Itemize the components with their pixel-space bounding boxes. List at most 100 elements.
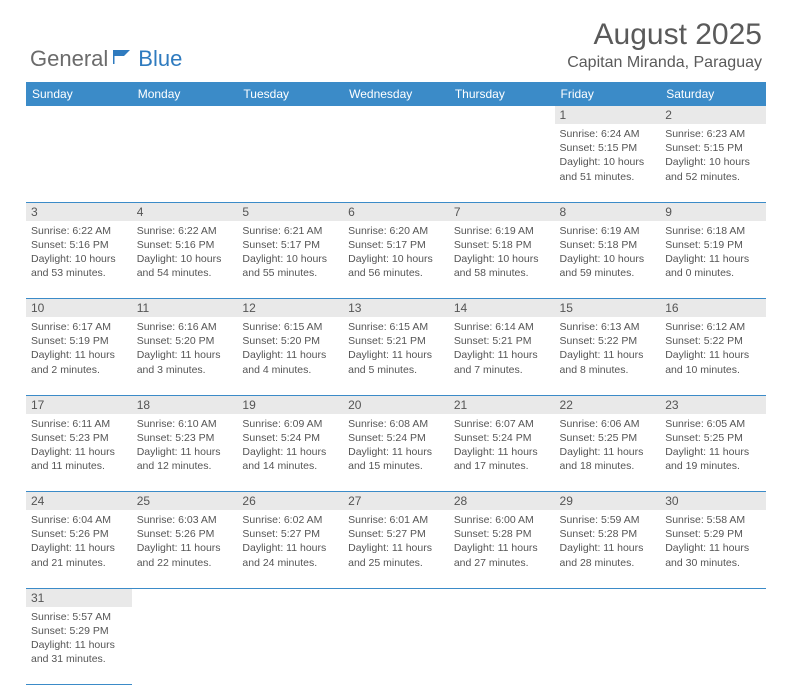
week-5-content-row: Sunrise: 6:04 AMSunset: 5:26 PMDaylight:… [26, 510, 766, 588]
daycell-lines: Sunrise: 6:15 AMSunset: 5:20 PMDaylight:… [242, 320, 338, 377]
daynum-7: 7 [449, 202, 555, 221]
daycell-lines: Sunrise: 6:00 AMSunset: 5:28 PMDaylight:… [454, 513, 550, 570]
daycell-18: Sunrise: 6:10 AMSunset: 5:23 PMDaylight:… [132, 414, 238, 492]
sunset-line: Sunset: 5:19 PM [665, 238, 761, 252]
daycell-13: Sunrise: 6:15 AMSunset: 5:21 PMDaylight:… [343, 317, 449, 395]
daycell-17: Sunrise: 6:11 AMSunset: 5:23 PMDaylight:… [26, 414, 132, 492]
daycell-lines: Sunrise: 6:02 AMSunset: 5:27 PMDaylight:… [242, 513, 338, 570]
sunrise-line: Sunrise: 6:12 AM [665, 320, 761, 334]
daycell-lines: Sunrise: 6:08 AMSunset: 5:24 PMDaylight:… [348, 417, 444, 474]
sunrise-line: Sunrise: 6:15 AM [242, 320, 338, 334]
empty-content-cell [343, 607, 449, 685]
logo-flag-icon [112, 48, 134, 71]
daycell-lines: Sunrise: 6:09 AMSunset: 5:24 PMDaylight:… [242, 417, 338, 474]
daylight-line: Daylight: 11 hours and 14 minutes. [242, 445, 338, 473]
daycell-15: Sunrise: 6:13 AMSunset: 5:22 PMDaylight:… [555, 317, 661, 395]
daynum-28: 28 [449, 492, 555, 511]
empty-daynum-cell [237, 588, 343, 607]
sunrise-line: Sunrise: 6:05 AM [665, 417, 761, 431]
daycell-11: Sunrise: 6:16 AMSunset: 5:20 PMDaylight:… [132, 317, 238, 395]
daylight-line: Daylight: 10 hours and 54 minutes. [137, 252, 233, 280]
daycell-lines: Sunrise: 6:21 AMSunset: 5:17 PMDaylight:… [242, 224, 338, 281]
daycell-lines: Sunrise: 6:10 AMSunset: 5:23 PMDaylight:… [137, 417, 233, 474]
daycell-21: Sunrise: 6:07 AMSunset: 5:24 PMDaylight:… [449, 414, 555, 492]
empty-content-cell [555, 607, 661, 685]
empty-content-cell [660, 607, 766, 685]
daylight-line: Daylight: 10 hours and 51 minutes. [560, 155, 656, 183]
daynum-30: 30 [660, 492, 766, 511]
daynum-17: 17 [26, 395, 132, 414]
empty-daynum-cell [449, 106, 555, 124]
daycell-26: Sunrise: 6:02 AMSunset: 5:27 PMDaylight:… [237, 510, 343, 588]
daycell-16: Sunrise: 6:12 AMSunset: 5:22 PMDaylight:… [660, 317, 766, 395]
logo: General Blue [30, 46, 182, 72]
empty-content-cell [26, 124, 132, 202]
calendar-table: SundayMondayTuesdayWednesdayThursdayFrid… [26, 82, 766, 685]
daycell-5: Sunrise: 6:21 AMSunset: 5:17 PMDaylight:… [237, 221, 343, 299]
sunrise-line: Sunrise: 6:20 AM [348, 224, 444, 238]
logo-text-blue: Blue [138, 46, 182, 72]
daynum-3: 3 [26, 202, 132, 221]
daycell-4: Sunrise: 6:22 AMSunset: 5:16 PMDaylight:… [132, 221, 238, 299]
daynum-13: 13 [343, 299, 449, 318]
daycell-2: Sunrise: 6:23 AMSunset: 5:15 PMDaylight:… [660, 124, 766, 202]
sunrise-line: Sunrise: 6:11 AM [31, 417, 127, 431]
daycell-19: Sunrise: 6:09 AMSunset: 5:24 PMDaylight:… [237, 414, 343, 492]
sunset-line: Sunset: 5:18 PM [560, 238, 656, 252]
daycell-8: Sunrise: 6:19 AMSunset: 5:18 PMDaylight:… [555, 221, 661, 299]
daycell-lines: Sunrise: 6:14 AMSunset: 5:21 PMDaylight:… [454, 320, 550, 377]
daylight-line: Daylight: 11 hours and 4 minutes. [242, 348, 338, 376]
sunset-line: Sunset: 5:27 PM [348, 527, 444, 541]
daynum-11: 11 [132, 299, 238, 318]
daynum-9: 9 [660, 202, 766, 221]
daylight-line: Daylight: 11 hours and 21 minutes. [31, 541, 127, 569]
sunset-line: Sunset: 5:21 PM [454, 334, 550, 348]
daycell-lines: Sunrise: 6:19 AMSunset: 5:18 PMDaylight:… [454, 224, 550, 281]
daynum-5: 5 [237, 202, 343, 221]
calendar-body: 12Sunrise: 6:24 AMSunset: 5:15 PMDayligh… [26, 106, 766, 685]
sunrise-line: Sunrise: 6:19 AM [560, 224, 656, 238]
week-2-content-row: Sunrise: 6:22 AM Sunset: 5:16 PM Daylight:… [26, 221, 766, 299]
sunrise-line: Sunrise: 6:22 AM [137, 224, 233, 238]
daynum-18: 18 [132, 395, 238, 414]
week-4-daynum-row: 17181920212223 [26, 395, 766, 414]
day-header-wednesday: Wednesday [343, 82, 449, 106]
sunrise-line: Sunrise: 6:07 AM [454, 417, 550, 431]
daycell-20: Sunrise: 6:08 AMSunset: 5:24 PMDaylight:… [343, 414, 449, 492]
daynum-23: 23 [660, 395, 766, 414]
sunset-line: Sunset: 5:16 PM [31, 238, 127, 252]
sunrise-line: Sunrise: 5:58 AM [665, 513, 761, 527]
daycell-lines: Sunrise: 6:05 AMSunset: 5:25 PMDaylight:… [665, 417, 761, 474]
sunset-line: Sunset: 5:26 PM [137, 527, 233, 541]
daynum-1: 1 [555, 106, 661, 124]
daycell-lines: Sunrise: 6:11 AMSunset: 5:23 PMDaylight:… [31, 417, 127, 474]
sunset-line: Sunset: 5:21 PM [348, 334, 444, 348]
daycell-lines: Sunrise: 6:17 AMSunset: 5:19 PMDaylight:… [31, 320, 127, 377]
empty-daynum-cell [26, 106, 132, 124]
sunset-line: Sunset: 5:15 PM [560, 141, 656, 155]
daylight-line: Daylight: 10 hours and 58 minutes. [454, 252, 550, 280]
daycell-6: Sunrise: 6:20 AMSunset: 5:17 PMDaylight:… [343, 221, 449, 299]
sunset-line: Sunset: 5:15 PM [665, 141, 761, 155]
daynum-24: 24 [26, 492, 132, 511]
daycell-25: Sunrise: 6:03 AMSunset: 5:26 PMDaylight:… [132, 510, 238, 588]
daycell-24: Sunrise: 6:04 AMSunset: 5:26 PMDaylight:… [26, 510, 132, 588]
daylight-line: Daylight: 11 hours and 31 minutes. [31, 638, 127, 666]
daycell-lines: Sunrise: 6:19 AMSunset: 5:18 PMDaylight:… [560, 224, 656, 281]
daylight-line: Daylight: 11 hours and 19 minutes. [665, 445, 761, 473]
sunset-line: Sunset: 5:17 PM [348, 238, 444, 252]
title-block: August 2025 Capitan Miranda, Paraguay [567, 18, 762, 72]
daycell-30: Sunrise: 5:58 AMSunset: 5:29 PMDaylight:… [660, 510, 766, 588]
daylight-line: Daylight: 11 hours and 27 minutes. [454, 541, 550, 569]
empty-daynum-cell [343, 588, 449, 607]
sunrise-line: Sunrise: 6:03 AM [137, 513, 233, 527]
daynum-12: 12 [237, 299, 343, 318]
empty-daynum-cell [555, 588, 661, 607]
daynum-2: 2 [660, 106, 766, 124]
sunrise-line: Sunrise: 6:18 AM [665, 224, 761, 238]
daynum-22: 22 [555, 395, 661, 414]
daycell-lines: Sunrise: 5:57 AMSunset: 5:29 PMDaylight:… [31, 610, 127, 667]
week-6-content-row: Sunrise: 5:57 AMSunset: 5:29 PMDaylight:… [26, 607, 766, 685]
daylight-line: Daylight: 11 hours and 0 minutes. [665, 252, 761, 280]
week-3-daynum-row: 10111213141516 [26, 299, 766, 318]
